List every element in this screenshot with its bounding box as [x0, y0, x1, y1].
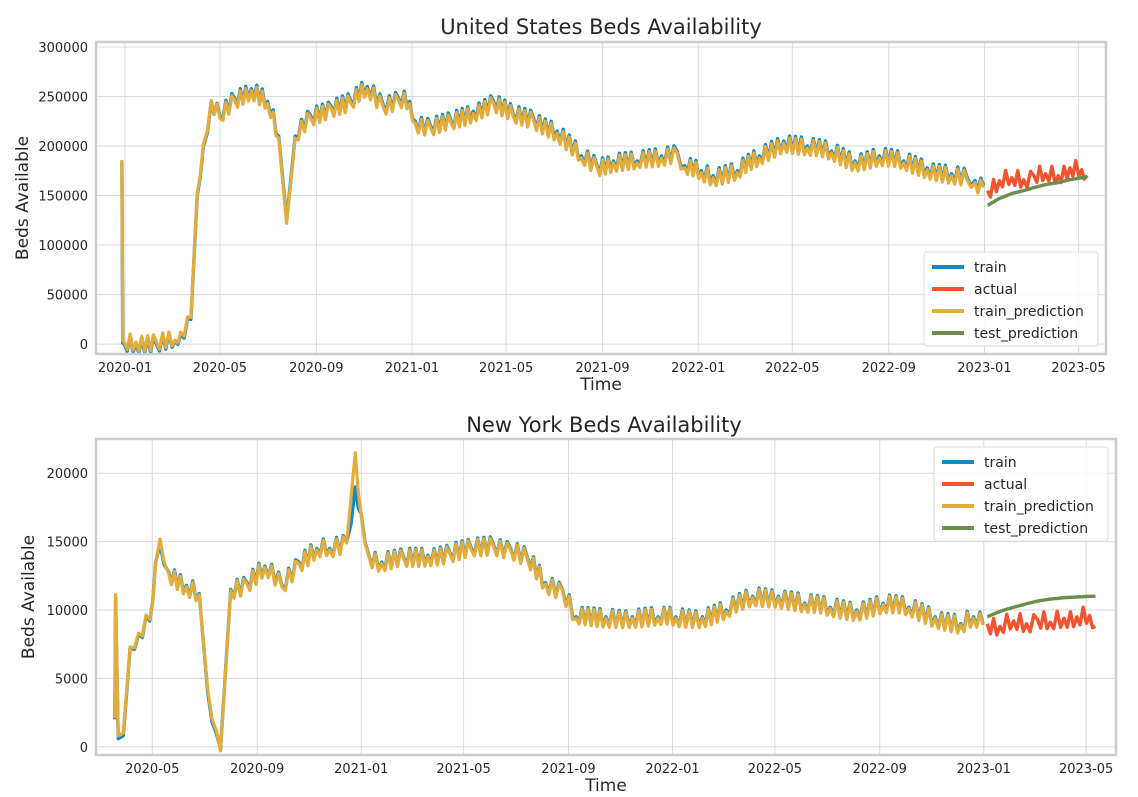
plot-frame — [94, 40, 1108, 356]
x-tick-label: 2022-09 — [862, 361, 916, 376]
x-tick-label: 2021-05 — [436, 762, 490, 777]
y-tick-label: 0 — [80, 338, 88, 353]
y-tick-label: 20000 — [47, 467, 88, 482]
legend-box — [933, 446, 1109, 542]
plot-frame — [94, 437, 1118, 757]
y-tick-label: 15000 — [47, 536, 88, 551]
series-line-actual — [985, 605, 1097, 637]
x-axis-label: Time — [584, 776, 627, 796]
x-tick-label: 2020-09 — [289, 361, 343, 376]
chart-1: 2020-05 2020-09 2021-01 2021-05 2021-09 2022-… — [19, 413, 1118, 796]
legend-label-train: train — [984, 455, 1017, 471]
x-tick-label: 2022-01 — [645, 762, 699, 777]
y-tick-label: 100000 — [38, 239, 88, 254]
x-tick-label: 2021-01 — [334, 762, 388, 777]
y-axis-label: Beds Available — [13, 136, 33, 260]
x-tick-label: 2021-09 — [575, 361, 629, 376]
x-tick-label: 2020-01 — [98, 361, 152, 376]
y-tick-label: 5000 — [55, 672, 88, 687]
x-tick-label: 2020-05 — [125, 762, 179, 777]
x-axis-label: Time — [579, 375, 622, 395]
legend: train actual train_prediction test_predicti… — [923, 251, 1099, 347]
x-tick-label: 2022-05 — [765, 361, 819, 376]
x-tick-label: 2022-01 — [671, 361, 725, 376]
x-tick-label: 2023-01 — [957, 361, 1011, 376]
x-tick-label: 2023-01 — [957, 762, 1011, 777]
series-line-train-prediction — [120, 82, 986, 353]
x-tick-label: 2021-09 — [541, 762, 595, 777]
series-line-test-prediction — [986, 594, 1096, 619]
legend-label-actual: actual — [974, 282, 1017, 298]
legend-label-test-prediction: test_prediction — [984, 521, 1088, 537]
y-tick-label: 10000 — [47, 604, 88, 619]
y-tick-label: 300000 — [38, 41, 88, 56]
legend-box — [923, 251, 1099, 347]
legend-label-train-prediction: train_prediction — [974, 304, 1084, 320]
y-tick-label: 50000 — [47, 289, 88, 304]
x-tick-label: 2023-05 — [1059, 762, 1113, 777]
series-line-train — [120, 80, 986, 355]
series-line-actual — [986, 158, 1089, 199]
x-tick-label: 2022-09 — [853, 762, 907, 777]
x-tick-label: 2020-05 — [193, 361, 247, 376]
x-tick-label: 2023-05 — [1051, 361, 1105, 376]
y-tick-label: 250000 — [38, 90, 88, 105]
chart-0: 2020-01 2020-05 2020-09 2021-01 2021-05 2021-… — [13, 15, 1108, 395]
x-tick-label: 2020-09 — [230, 762, 284, 777]
y-tick-label: 200000 — [38, 140, 88, 155]
y-axis-label: Beds Available — [19, 535, 39, 659]
legend: train actual train_prediction test_predicti… — [933, 446, 1109, 542]
legend-label-train: train — [974, 260, 1007, 276]
y-tick-label: 0 — [80, 741, 88, 756]
x-tick-label: 2021-01 — [385, 361, 439, 376]
series-line-test-prediction — [986, 175, 1088, 207]
chart-title: New York Beds Availability — [466, 413, 742, 437]
legend-label-test-prediction: test_prediction — [974, 326, 1078, 342]
x-tick-label: 2021-05 — [479, 361, 533, 376]
legend-label-train-prediction: train_prediction — [984, 499, 1094, 515]
y-tick-label: 150000 — [38, 190, 88, 205]
chart-title: United States Beds Availability — [440, 15, 762, 39]
series-line-train-prediction — [113, 451, 985, 753]
x-tick-label: 2022-05 — [748, 762, 802, 777]
legend-label-actual: actual — [984, 477, 1027, 493]
